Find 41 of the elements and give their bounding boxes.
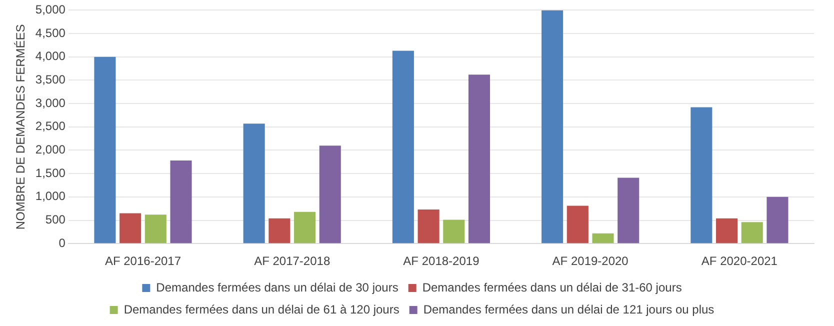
bar — [243, 124, 265, 244]
bar — [468, 74, 490, 244]
bar — [716, 218, 738, 244]
legend-label: Demandes fermées dans un délai de 121 jours ou plus — [423, 302, 714, 316]
x-tick-label: AF 2017-2018 — [254, 254, 330, 268]
x-tick-label: AF 2018-2019 — [403, 254, 480, 268]
y-tick-label: 5,000 — [35, 2, 66, 17]
bar — [542, 10, 564, 244]
bar — [592, 233, 614, 244]
bar — [443, 220, 465, 244]
bar — [741, 222, 763, 244]
y-tick-label: 4,000 — [35, 49, 66, 64]
x-tick-label: AF 2016-2017 — [104, 254, 182, 268]
bar — [618, 178, 640, 244]
y-axis-title: NOMBRE DE DEMANDES FERMÉES — [14, 24, 28, 230]
y-tick-label: 2,500 — [35, 119, 66, 134]
bar — [94, 56, 116, 244]
bar — [418, 210, 440, 244]
bar — [170, 160, 192, 244]
bar — [319, 146, 341, 244]
y-tick-label: 2,000 — [35, 142, 66, 157]
bar — [268, 218, 290, 244]
y-tick-label: 500 — [45, 212, 66, 227]
bar — [392, 50, 414, 244]
legend-label: Demandes fermées dans un délai de 31-60 jours — [422, 280, 682, 294]
y-tick-label: 3,500 — [35, 72, 66, 87]
bar — [690, 107, 712, 244]
bar — [144, 214, 166, 244]
y-tick-label: 1,500 — [35, 166, 66, 180]
x-tick-label: AF 2019-2020 — [552, 254, 629, 268]
y-tick-label: 3,000 — [35, 96, 66, 110]
bar — [120, 213, 142, 244]
bar — [566, 206, 588, 244]
bar — [294, 212, 316, 244]
y-tick-label: 1,000 — [35, 189, 66, 204]
x-tick-label: AF 2020-2021 — [701, 254, 778, 268]
bar — [766, 196, 788, 244]
y-tick-label: 0 — [58, 236, 66, 250]
y-tick-label: 4,500 — [35, 26, 66, 40]
legend-label: Demandes fermées dans un délai de 61 à 120 jours — [124, 302, 400, 316]
legend-label: Demandes fermées dans un délai de 30 jours — [156, 280, 398, 294]
